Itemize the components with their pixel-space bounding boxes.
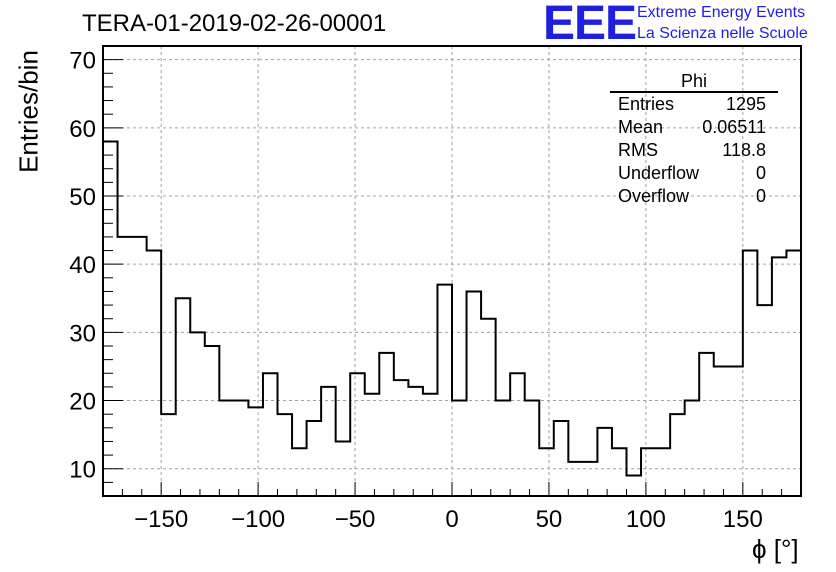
y-axis-label: Entries/bin <box>13 50 44 173</box>
x-tick-label: 0 <box>445 506 458 533</box>
logo-subtitle-1: Extreme Energy Events <box>637 4 806 21</box>
eee-logo: EEE <box>543 0 637 50</box>
y-tick-label: 40 <box>69 252 96 279</box>
stats-title: Phi <box>610 72 778 93</box>
stats-label: Entries <box>618 94 675 114</box>
tick-labels: −150 −100 −50 0 50 100 150 10 20 30 40 50 60 70 <box>69 48 763 533</box>
stats-value: 0 <box>755 186 766 206</box>
stats-value: 118.8 <box>722 140 766 160</box>
stats-label: Overflow <box>618 186 690 206</box>
x-tick-label: 100 <box>626 506 666 533</box>
y-tick-label: 50 <box>69 184 96 211</box>
stats-box: Phi Entries 1295 Mean 0.06511 RMS 118.8 … <box>610 72 778 208</box>
stats-value: 0.06511 <box>702 117 766 137</box>
y-tick-label: 70 <box>69 48 96 75</box>
stats-value: 1295 <box>725 94 766 114</box>
stats-row-underflow: Underflow 0 <box>610 162 778 185</box>
y-tick-label: 10 <box>69 457 96 484</box>
y-tick-label: 20 <box>69 389 96 416</box>
x-tick-label: 50 <box>536 506 563 533</box>
stats-value: 0 <box>755 163 766 183</box>
x-tick-label: 150 <box>723 506 763 533</box>
stats-label: Underflow <box>618 163 700 183</box>
x-axis-label: ϕ [°] <box>752 534 799 564</box>
x-tick-label: −100 <box>231 506 285 533</box>
x-tick-label: −50 <box>335 506 376 533</box>
chart-title: TERA-01-2019-02-26-00001 <box>82 10 387 37</box>
stats-label: Mean <box>618 117 664 137</box>
histogram-line <box>102 140 802 496</box>
y-tick-label: 60 <box>69 116 96 143</box>
stats-row-mean: Mean 0.06511 <box>610 116 778 139</box>
stats-row-overflow: Overflow 0 <box>610 185 778 208</box>
stats-row-entries: Entries 1295 <box>610 93 778 116</box>
axis-ticks <box>102 45 802 497</box>
logo-subtitle-2: La Scienza nelle Scuole <box>637 25 808 42</box>
stats-row-rms: RMS 118.8 <box>610 139 778 162</box>
y-tick-label: 30 <box>69 320 96 347</box>
stats-label: RMS <box>618 140 658 160</box>
x-tick-label: −150 <box>134 506 188 533</box>
